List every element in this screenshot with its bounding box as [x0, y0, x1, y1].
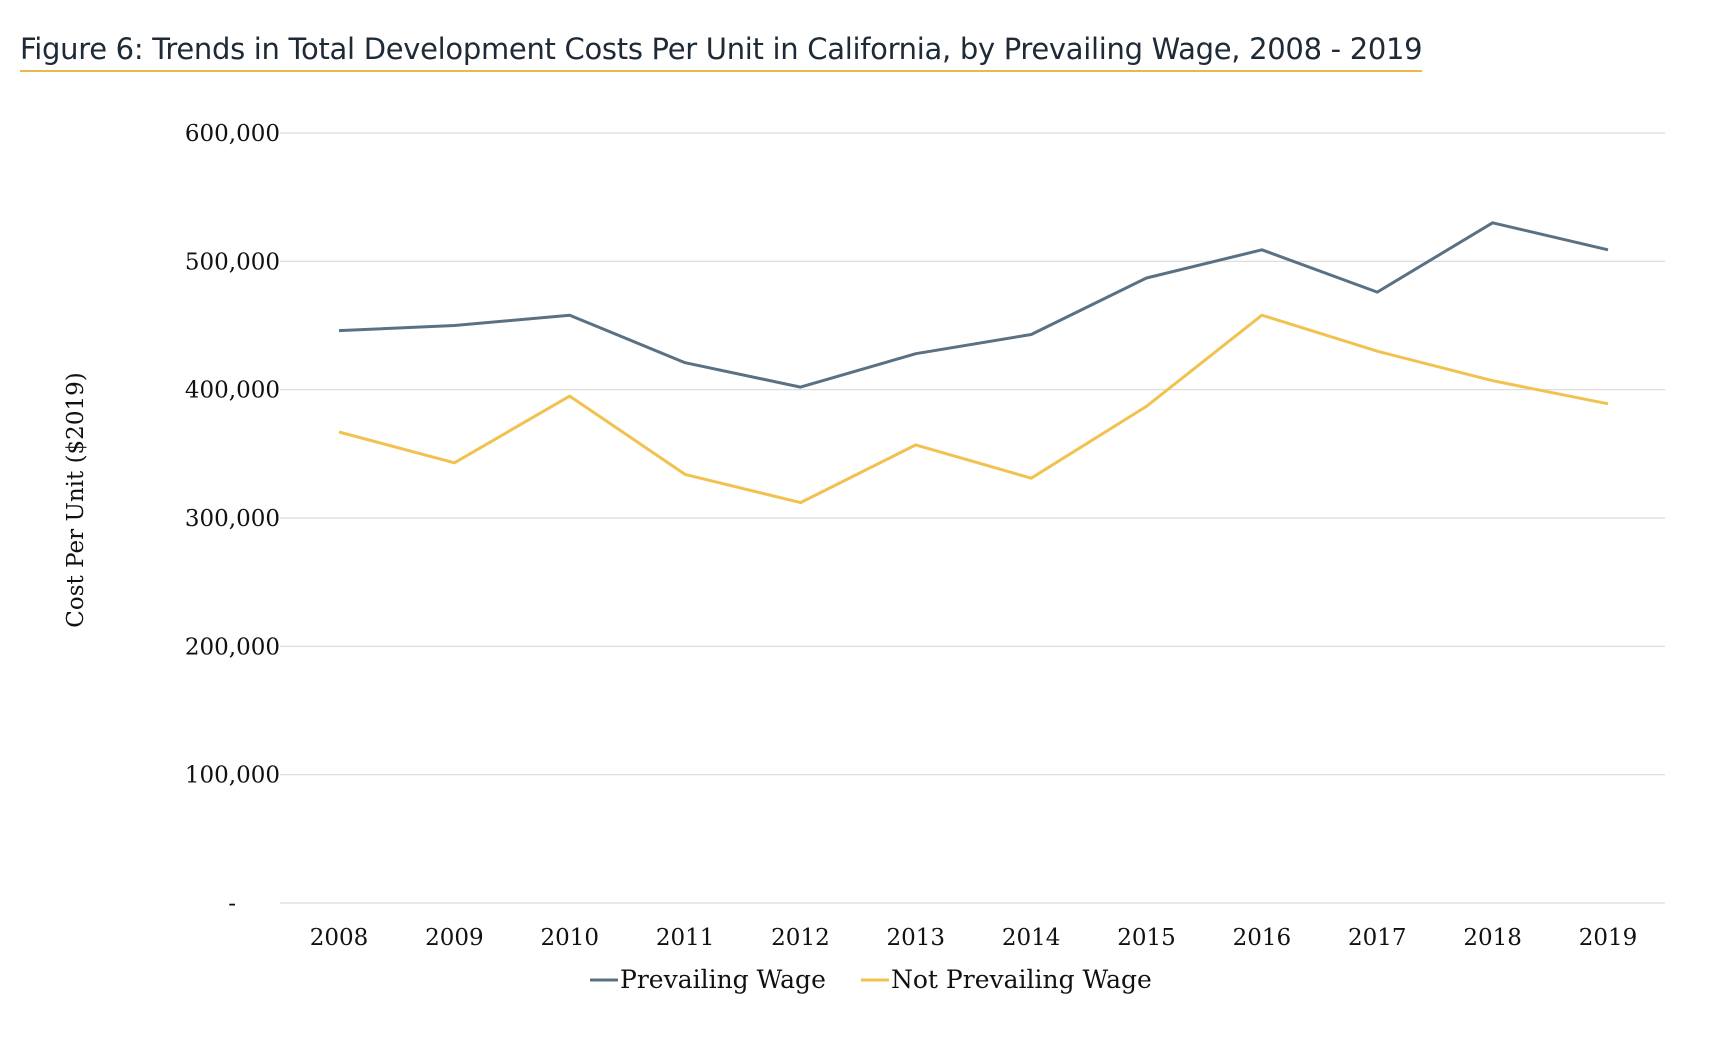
series-line-prevailing-wage — [338, 221, 1609, 389]
x-tick-label-2014: 2014 — [1002, 925, 1061, 951]
legend-label-not-prevailing-wage: Not Prevailing Wage — [891, 965, 1152, 994]
x-tick-label-2015: 2015 — [1117, 925, 1176, 951]
x-tick-label-2010: 2010 — [540, 925, 599, 951]
x-tick-label-2013: 2013 — [887, 925, 946, 951]
x-tick-label-2018: 2018 — [1463, 925, 1522, 951]
legend: Prevailing Wage Not Prevailing Wage — [590, 965, 1152, 994]
y-tick-label-1: 100,000 — [185, 763, 280, 789]
y-tick-label-5: 500,000 — [185, 249, 280, 275]
gridlines — [280, 132, 1665, 904]
y-tick-label-2: 200,000 — [185, 634, 280, 660]
y-tick-label-4: 400,000 — [185, 378, 280, 404]
x-tick-label-2019: 2019 — [1579, 925, 1638, 951]
series-lines — [338, 221, 1609, 505]
x-tick-label-2012: 2012 — [771, 925, 830, 951]
x-tick-label-2008: 2008 — [310, 925, 369, 951]
y-axis-ticks: - 100,000 200,000 300,000 400,000 500,000 600,… — [185, 121, 280, 917]
x-axis-ticks: 2008 2009 2010 2011 2012 2013 2014 2015 2016 2017… — [310, 925, 1638, 951]
series-line-not-prevailing-wage — [338, 313, 1609, 505]
x-tick-label-2011: 2011 — [656, 925, 715, 951]
x-tick-label-2016: 2016 — [1233, 925, 1292, 951]
legend-label-prevailing-wage: Prevailing Wage — [620, 965, 826, 994]
x-tick-label-2017: 2017 — [1348, 925, 1407, 951]
x-tick-label-2009: 2009 — [425, 925, 484, 951]
y-tick-label-6: 600,000 — [185, 121, 280, 147]
figure-title: Figure 6: Trends in Total Development Co… — [20, 32, 1423, 72]
y-tick-label-0: - — [228, 891, 236, 917]
y-tick-label-3: 300,000 — [185, 506, 280, 532]
y-axis-label: Cost Per Unit ($2019) — [63, 372, 89, 627]
